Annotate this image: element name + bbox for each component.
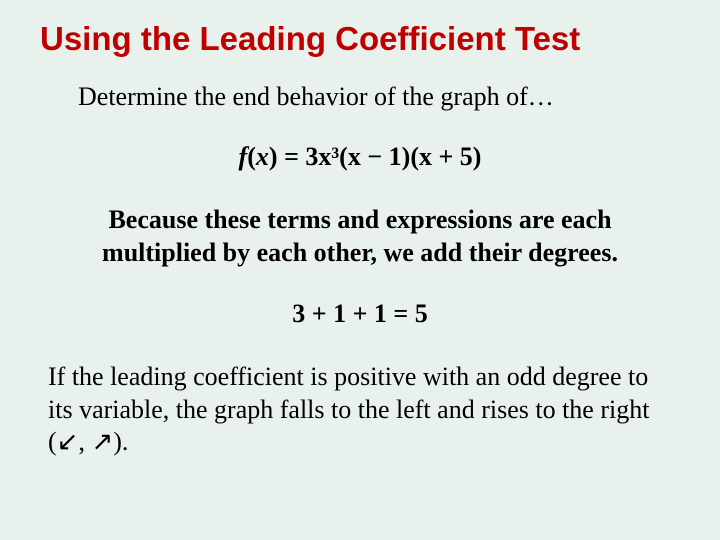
- open-paren: (: [247, 142, 256, 171]
- conclusion-post: ).: [113, 427, 128, 456]
- arrow-down-left-icon: ↙: [57, 427, 79, 456]
- comma-sep: ,: [78, 427, 91, 456]
- conclusion-text: If the leading coefficient is positive w…: [48, 361, 674, 459]
- conclusion-pre: If the leading coefficient is positive w…: [48, 362, 649, 456]
- function-variable: x: [256, 142, 269, 171]
- explanation-text: Because these terms and expressions are …: [46, 204, 674, 269]
- degree-sum: 3 + 1 + 1 = 5: [46, 299, 674, 329]
- close-paren: ): [269, 142, 278, 171]
- function-name: f: [239, 142, 248, 171]
- intro-text: Determine the end behavior of the graph …: [78, 82, 674, 112]
- equals-sign: =: [278, 142, 306, 171]
- equation-line: f(x) = 3x³(x − 1)(x + 5): [46, 142, 674, 172]
- equation-rhs: 3x³(x − 1)(x + 5): [305, 142, 481, 171]
- slide-title: Using the Leading Coefficient Test: [40, 20, 674, 58]
- arrow-up-right-icon: ↗: [91, 427, 113, 456]
- slide-container: Using the Leading Coefficient Test Deter…: [0, 0, 720, 540]
